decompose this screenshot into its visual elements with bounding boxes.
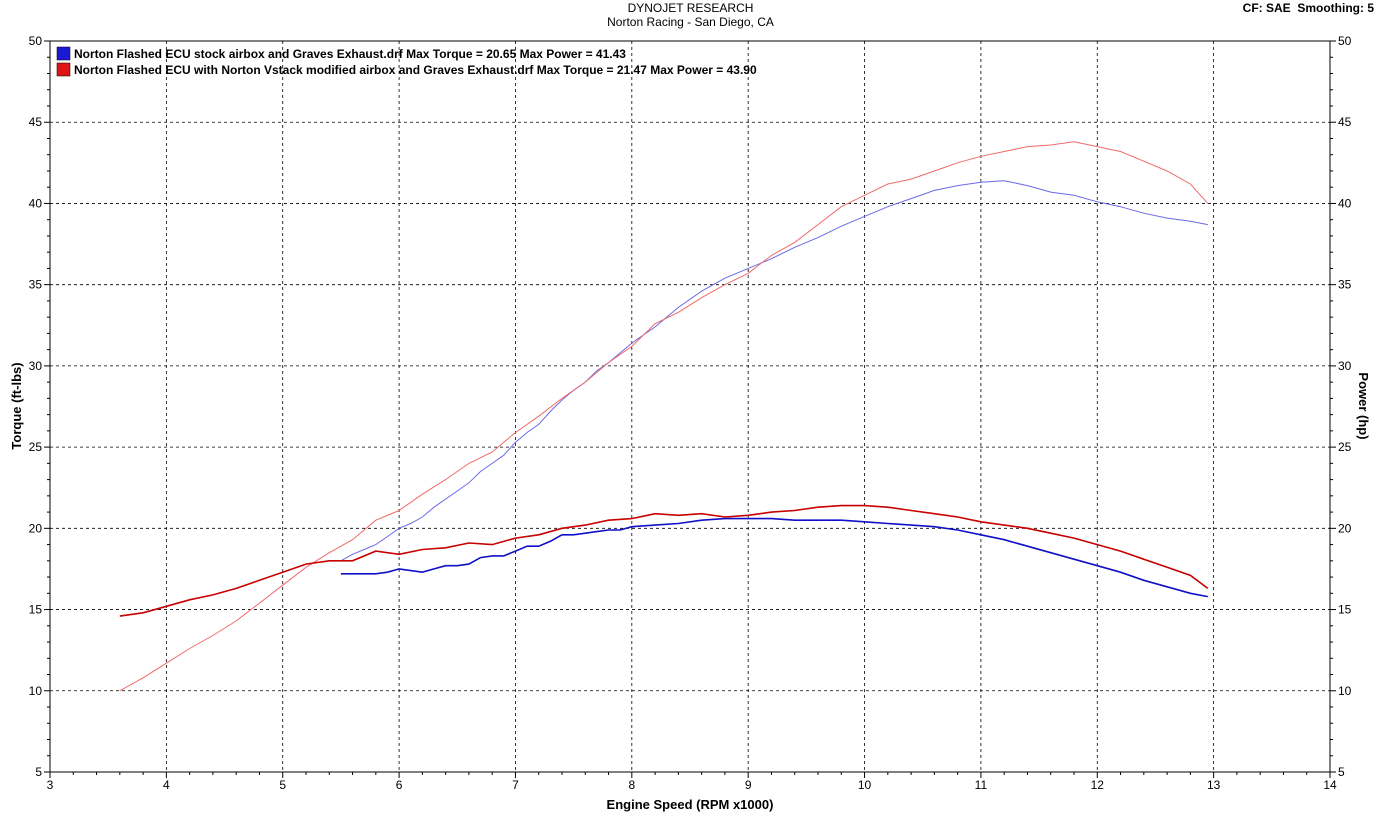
x-tick-label: 4 [163, 778, 170, 792]
y-tick-label-left: 45 [29, 115, 43, 129]
y-tick-label-right: 20 [1338, 521, 1352, 535]
plot-frame [49, 40, 1331, 773]
x-tick-label: 13 [1207, 778, 1221, 792]
legend-swatch-1 [56, 46, 71, 61]
x-tick-label: 12 [1091, 778, 1105, 792]
y-tick-label-left: 50 [29, 34, 43, 48]
axis-ticks [44, 40, 1336, 778]
chart-title: DYNOJET RESEARCH [627, 1, 754, 15]
x-tick-label: 9 [745, 778, 752, 792]
x-tick-label: 3 [47, 778, 54, 792]
torque-curve-1 [340, 517, 1208, 598]
x-tick-label: 14 [1323, 778, 1337, 792]
legend: Norton Flashed ECU stock airbox and Grav… [56, 46, 757, 77]
curves [119, 141, 1209, 692]
power-curve-1 [340, 180, 1208, 562]
y-tick-label-right: 5 [1338, 765, 1345, 779]
y-tick-label-left: 30 [29, 359, 43, 373]
y-tick-label-right: 35 [1338, 278, 1352, 292]
power-curve-2 [119, 141, 1209, 692]
legend-label-2: Norton Flashed ECU with Norton Vstack mo… [74, 63, 757, 77]
y-tick-label-right: 15 [1338, 603, 1352, 617]
legend-label-1: Norton Flashed ECU stock airbox and Grav… [74, 47, 626, 61]
y-axis-title-right: Power (hp) [1356, 372, 1371, 439]
x-tick-label: 11 [975, 778, 988, 792]
x-tick-label: 7 [512, 778, 519, 792]
x-tick-label: 6 [396, 778, 403, 792]
y-tick-label-left: 5 [35, 765, 42, 779]
torque-curve-2 [119, 504, 1209, 617]
correction-info: CF: SAE Smoothing: 5 [1242, 1, 1374, 15]
x-tick-label: 8 [628, 778, 635, 792]
x-axis-title: Engine Speed (RPM x1000) [607, 797, 774, 812]
x-tick-label: 10 [858, 778, 872, 792]
y-tick-label-left: 25 [29, 440, 43, 454]
y-tick-label-right: 50 [1338, 34, 1352, 48]
y-tick-label-left: 15 [29, 603, 43, 617]
y-tick-label-right: 30 [1338, 359, 1352, 373]
legend-swatch-2 [56, 62, 71, 77]
y-tick-label-left: 10 [29, 684, 43, 698]
chart-subtitle: Norton Racing - San Diego, CA [607, 15, 774, 29]
y-axis-title-left: Torque (ft-lbs) [9, 362, 24, 449]
x-tick-label: 5 [279, 778, 286, 792]
y-tick-label-left: 35 [29, 278, 43, 292]
y-tick-label-right: 40 [1338, 196, 1352, 210]
y-tick-label-right: 10 [1338, 684, 1352, 698]
y-tick-label-left: 20 [29, 521, 43, 535]
y-tick-label-left: 40 [29, 196, 43, 210]
y-tick-label-right: 25 [1338, 440, 1352, 454]
y-tick-label-right: 45 [1338, 115, 1352, 129]
grid [50, 41, 1330, 772]
